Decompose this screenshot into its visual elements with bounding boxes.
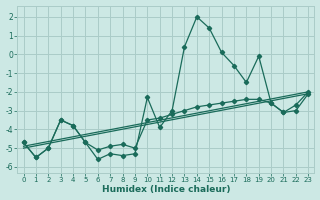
X-axis label: Humidex (Indice chaleur): Humidex (Indice chaleur) bbox=[102, 185, 230, 194]
